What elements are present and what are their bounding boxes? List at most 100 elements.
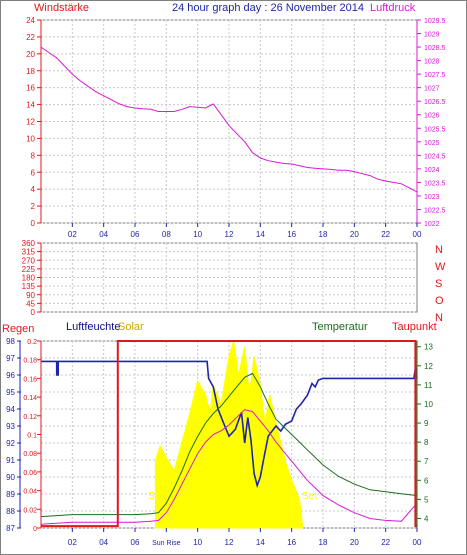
temp-tick-label: 12 [424,362,433,371]
y-tick-label: 270 [22,256,36,265]
series-luftfeuchte-line [41,360,418,489]
x-tick-label: 22 [381,230,390,239]
y-tick-label: 22 [26,33,35,42]
y-tick-label: 0 [31,219,36,228]
rain-tick-label: 0 [33,526,37,533]
y-tick-label: 24 [26,16,35,25]
title-luftdruck: Luftdruck [370,2,416,14]
x-tick-label: 04 [99,230,108,239]
humidity-tick-label: 94 [6,405,15,414]
y-tick-label: 6 [31,168,36,177]
x-tick-label: 12 [225,230,234,239]
humidity-tick-label: 90 [6,473,15,482]
temp-tick-label: 8 [424,438,429,447]
humidity-tick-label: 92 [6,439,15,448]
y-tick-label: 360 [22,239,36,248]
rain-tick-label: 0.02 [23,507,37,514]
y2-tick-label: 1023 [424,194,440,201]
compass-label: N [435,244,443,256]
panel-1-grid [41,19,417,224]
temp-tick-label: 11 [424,381,433,390]
humidity-tick-label: 93 [6,422,15,431]
x-tick-label: 06 [131,538,140,547]
compass-label: O [435,295,444,307]
title-windstaerke: Windstärke [34,2,89,14]
y2-tick-label: 1028 [424,59,440,66]
humidity-tick-label: 96 [6,371,15,380]
humidity-tick-label: 98 [6,337,15,346]
x-tick-label: 06 [131,230,140,239]
temp-tick-label: 13 [424,343,433,352]
temp-tick-label: 9 [424,419,429,428]
title-center: 24 hour graph day : 26 November 2014 [172,2,364,14]
x-tick-label: Sun Rise [152,540,181,547]
y-tick-label: 2 [31,202,36,211]
x-tick-label: 08 [162,230,171,239]
y-tick-label: 0 [31,308,36,317]
y2-tick-label: 1025.5 [424,126,446,133]
x-tick-label: 10 [193,230,202,239]
rain-tick-label: 0.2 [27,339,37,346]
rain-tick-label: 0.04 [23,489,37,496]
compass-label: S [435,278,442,290]
temp-tick-label: 6 [424,476,429,485]
series-regen-line [41,340,417,528]
y-tick-label: 225 [22,265,36,274]
x-tick-label: 04 [99,538,108,547]
compass-label: W [435,261,446,273]
y-tick-label: 90 [26,291,35,300]
title-luftfeuchte: Luftfeuchte [66,321,120,333]
x-tick-label: 14 [256,538,265,547]
panel-3-temp-axis: 4 5 6 7 8 9 10 11 12 13 [416,341,433,528]
humidity-tick-label: 87 [6,524,15,533]
x-tick-label: 18 [319,538,328,547]
y2-tick-label: 1026.5 [424,99,446,106]
y-tick-label: 16 [26,84,35,93]
y2-tick-label: 1022 [424,221,440,228]
title-temperatur: Temperatur [312,321,368,333]
panel-1-series [40,46,418,193]
y-tick-label: 20 [26,50,35,59]
x-tick-label: 16 [287,538,296,547]
series-luftdruck-line [40,46,418,193]
y2-tick-label: 1028.5 [424,45,446,52]
panel-1-right-axis: 1022 1022.5 1023 1023.5 1024 1024.5 1025 1025.5… [416,18,446,228]
x-tick-label: 20 [350,538,359,547]
x-tick-label: 10 [193,538,202,547]
humidity-tick-label: 97 [6,354,15,363]
title-taupunkt: Taupunkt [392,321,437,333]
y-tick-label: 14 [26,101,35,110]
temp-tick-label: 5 [424,495,429,504]
compass-label: N [435,312,443,324]
y2-tick-label: 1029 [424,32,440,39]
series-temperatur-line [40,372,418,518]
x-tick-label: 02 [68,230,77,239]
title-regen: Regen [2,323,34,335]
panel-3-humidity-axis: 87 88 89 90 91 92 93 94 95 96 97 98 [6,337,21,533]
x-tick-label: 00 [413,230,422,239]
x-tick-label: 00 [413,538,422,547]
y2-tick-label: 1024 [424,167,440,174]
title-solar: Solar [118,321,144,333]
panel-3-series [40,340,418,529]
y-tick-label: 180 [22,274,36,283]
rain-tick-label: 0.16 [23,376,37,383]
panel-3-rain-axis: 0 0.02 0.04 0.06 0.08 0.1 0.12 0.14 0.16 0.18 0.2 [23,339,42,533]
humidity-tick-label: 89 [6,490,15,499]
rain-tick-label: 0.12 [23,414,37,421]
temp-tick-label: 4 [424,514,429,523]
panel-3-x-axis: 02 04 06 Sun Rise 10 12 14 16 18 20 22 00 [68,528,422,547]
temp-tick-label: 7 [424,457,429,466]
y-tick-label: 18 [26,67,35,76]
annotation-set: Set [302,491,317,502]
humidity-tick-label: 95 [6,388,15,397]
y2-tick-label: 1023.5 [424,180,446,187]
temp-tick-label: 10 [424,400,433,409]
x-tick-label: 14 [256,230,265,239]
x-tick-label: 02 [68,538,77,547]
